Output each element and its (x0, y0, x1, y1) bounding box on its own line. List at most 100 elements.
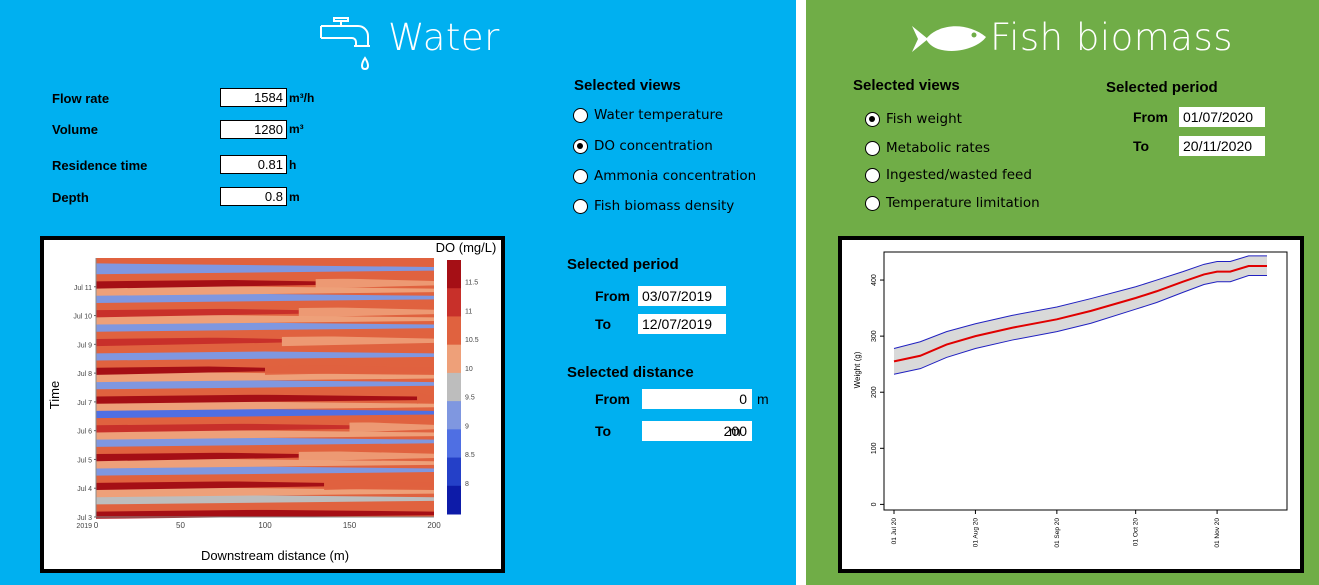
do-band-tail (349, 421, 434, 433)
do-band (96, 299, 434, 311)
do-band-tail (298, 306, 434, 318)
radio-button[interactable] (573, 168, 588, 184)
view-water-temperature[interactable]: Water temperature (573, 107, 723, 123)
x-tick-label: 150 (343, 521, 357, 530)
view-label: Temperature limitation (886, 195, 1040, 211)
view-ingested-wasted-feed[interactable]: Ingested/wasted feed (865, 167, 1032, 183)
water-views-heading: Selected views (574, 77, 681, 94)
radio-button-selected[interactable] (865, 111, 880, 127)
depth-field[interactable]: 0.8 (220, 187, 287, 206)
view-label: Ingested/wasted feed (886, 167, 1032, 183)
residence-time-label: Residence time (52, 158, 148, 173)
legend-swatch (447, 344, 461, 374)
fish-views-heading: Selected views (853, 77, 960, 94)
do-band (96, 284, 434, 296)
do-chart-frame: 0 50 100 150 200 Jul 3 2019 Jul 4 Jul 5 Jul 6 Jul … (40, 236, 505, 573)
y-tick-label: 300 (871, 330, 878, 342)
distance-from-field[interactable]: 0 (642, 389, 752, 409)
residence-time-unit: h (289, 158, 297, 172)
view-temperature-limitation[interactable]: Temperature limitation (865, 195, 1040, 211)
do-band-tail (265, 364, 434, 375)
fish-period-heading: Selected period (1106, 79, 1218, 96)
fish-title: Fish biomass (990, 16, 1234, 59)
legend-title: DO (mg/L) (436, 240, 497, 255)
do-band (96, 464, 434, 476)
fish-period-to-field[interactable]: 20/11/2020 (1179, 136, 1265, 156)
radio-button[interactable] (865, 140, 880, 156)
view-label: Fish biomass density (594, 198, 735, 214)
x-tick-label: 01 Aug 20 (972, 518, 979, 548)
y-tick-label: Jul 3 (77, 515, 92, 522)
radio-button[interactable] (573, 198, 588, 214)
distance-from-label: From (595, 391, 630, 407)
view-fish-biomass-density[interactable]: Fish biomass density (573, 198, 734, 214)
do-band (96, 436, 434, 447)
series-line-upper (893, 255, 1267, 349)
y-tick-label: 100 (871, 442, 878, 454)
depth-unit: m (289, 190, 300, 204)
volume-label: Volume (52, 122, 98, 137)
do-band (96, 371, 434, 383)
view-label: Ammonia concentration (594, 168, 757, 184)
volume-unit: m³ (289, 122, 304, 136)
radio-button[interactable] (865, 167, 880, 183)
do-band (96, 486, 434, 498)
do-band (96, 428, 434, 440)
period-from-field[interactable]: 03/07/2019 (638, 286, 726, 306)
legend-tick-label: 9 (465, 423, 469, 430)
series-line-lower (893, 275, 1267, 375)
y-tick-label: Jul 8 (77, 371, 92, 378)
distance-to-unit: m (729, 423, 741, 439)
weight-chart-frame: 0 100 200 300 400 01 Jul 20 01 Aug 20 01 Sep 20… (838, 236, 1304, 573)
view-metabolic-rates[interactable]: Metabolic rates (865, 140, 990, 156)
do-band-tail (281, 335, 434, 347)
legend-swatch (447, 316, 461, 346)
do-band-tail (315, 277, 434, 289)
x-tick-label: 50 (176, 521, 185, 530)
view-do-concentration[interactable]: DO concentration (573, 138, 713, 154)
legend-swatch (447, 372, 461, 402)
view-fish-weight[interactable]: Fish weight (865, 111, 962, 127)
distance-to-field[interactable]: 200 (642, 421, 752, 441)
view-label: Fish weight (886, 111, 962, 127)
view-label: Metabolic rates (886, 140, 991, 156)
period-to-label: To (595, 316, 612, 332)
legend-tick-label: 8.5 (465, 452, 475, 459)
do-band (96, 313, 434, 325)
flow-rate-field[interactable]: 1584 (220, 88, 287, 107)
radio-button-selected[interactable] (573, 138, 588, 154)
y-tick-label: Jul 4 (77, 486, 92, 493)
y-tick-label: 400 (871, 274, 878, 286)
legend-swatch (447, 457, 461, 487)
radio-button[interactable] (865, 195, 880, 211)
series-line-mean (893, 265, 1267, 363)
fish-period-from-field[interactable]: 01/07/2020 (1179, 107, 1265, 127)
x-tick-label: 01 Oct 20 (1133, 518, 1140, 547)
water-period-heading: Selected period (567, 256, 679, 273)
legend-tick-label: 8 (465, 481, 469, 488)
do-band (96, 263, 434, 275)
view-ammonia-concentration[interactable]: Ammonia concentration (573, 168, 756, 184)
x-tick-label: 01 Jul 20 (891, 518, 898, 545)
residence-time-field[interactable]: 0.81 (220, 155, 287, 174)
water-title: Water (388, 16, 500, 59)
water-panel: Water Flow rate 1584 m³/h Volume 1280 m³… (0, 0, 796, 585)
do-band-tail (298, 450, 434, 462)
flow-rate-label: Flow rate (52, 91, 110, 106)
x-axis-title: Downstream distance (m) (201, 548, 349, 563)
depth-label: Depth (52, 190, 89, 205)
y-tick-label: Jul 7 (77, 400, 92, 407)
period-to-field[interactable]: 12/07/2019 (638, 314, 726, 334)
water-distance-heading: Selected distance (567, 364, 694, 381)
y-tick-label: Jul 10 (73, 314, 92, 321)
legend-swatch (447, 401, 461, 430)
legend-tick-label: 10 (465, 366, 473, 373)
volume-field[interactable]: 1280 (220, 120, 287, 139)
fish-period-from-label: From (1133, 109, 1168, 125)
radio-button[interactable] (573, 107, 588, 123)
x-tick-label: 0 (94, 521, 99, 530)
y-tick-label: Jul 5 (77, 457, 92, 464)
fish-weight-chart: 0 100 200 300 400 01 Jul 20 01 Aug 20 01 Sep 20… (853, 251, 1288, 548)
fish-period-to-label: To (1133, 138, 1150, 154)
do-band (96, 414, 434, 426)
